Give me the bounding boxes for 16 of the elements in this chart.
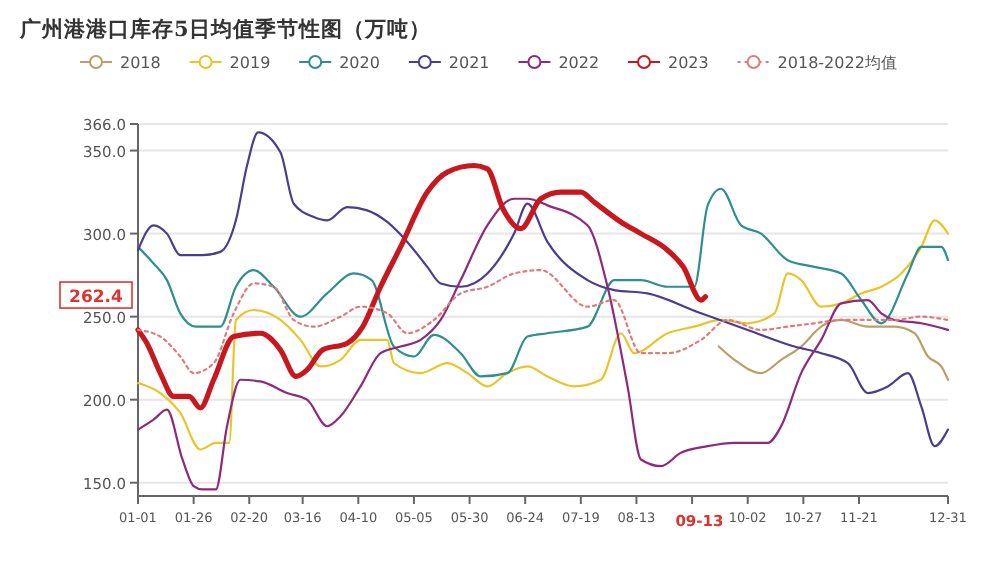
line-series xyxy=(136,269,950,375)
legend-label: 2020 xyxy=(339,54,380,72)
text: 262.4 xyxy=(69,288,124,309)
line-series xyxy=(136,197,950,491)
line-series xyxy=(136,187,950,378)
chart-title: 广州港港口库存5日均值季节性图（万吨） xyxy=(18,16,431,42)
line-series xyxy=(136,131,950,448)
legend-label: 2022 xyxy=(558,54,600,72)
legend-label: 2018 xyxy=(120,54,161,72)
legend-label: 2018-2022均值 xyxy=(777,54,897,72)
legend-label: 2021 xyxy=(448,54,490,72)
line-series xyxy=(717,318,950,381)
line-series xyxy=(135,162,709,411)
legend-label: 2019 xyxy=(229,54,271,72)
legend-label: 2023 xyxy=(668,54,709,72)
line-series xyxy=(136,219,950,451)
